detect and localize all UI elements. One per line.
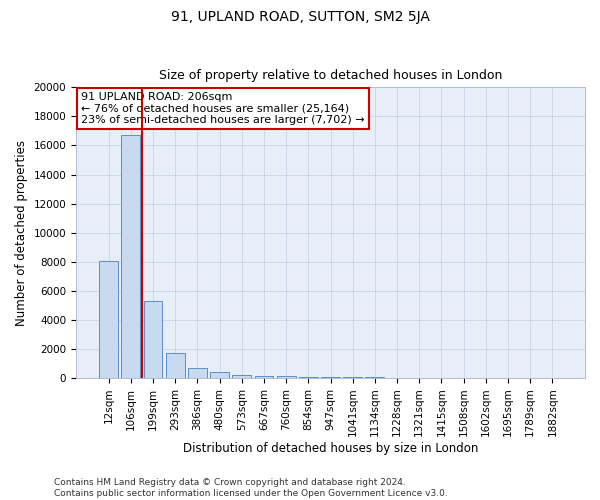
Text: Contains HM Land Registry data © Crown copyright and database right 2024.
Contai: Contains HM Land Registry data © Crown c… <box>54 478 448 498</box>
Bar <box>299 377 318 378</box>
Bar <box>277 376 296 378</box>
Bar <box>143 301 163 378</box>
Bar <box>121 136 140 378</box>
Bar <box>232 375 251 378</box>
Bar <box>210 372 229 378</box>
Text: 91, UPLAND ROAD, SUTTON, SM2 5JA: 91, UPLAND ROAD, SUTTON, SM2 5JA <box>170 10 430 24</box>
X-axis label: Distribution of detached houses by size in London: Distribution of detached houses by size … <box>183 442 478 455</box>
Text: 91 UPLAND ROAD: 206sqm
← 76% of detached houses are smaller (25,164)
23% of semi: 91 UPLAND ROAD: 206sqm ← 76% of detached… <box>81 92 365 125</box>
Bar <box>99 261 118 378</box>
Bar <box>321 377 340 378</box>
Bar <box>166 352 185 378</box>
Bar <box>188 368 207 378</box>
Y-axis label: Number of detached properties: Number of detached properties <box>15 140 28 326</box>
Bar <box>254 376 274 378</box>
Title: Size of property relative to detached houses in London: Size of property relative to detached ho… <box>159 69 502 82</box>
